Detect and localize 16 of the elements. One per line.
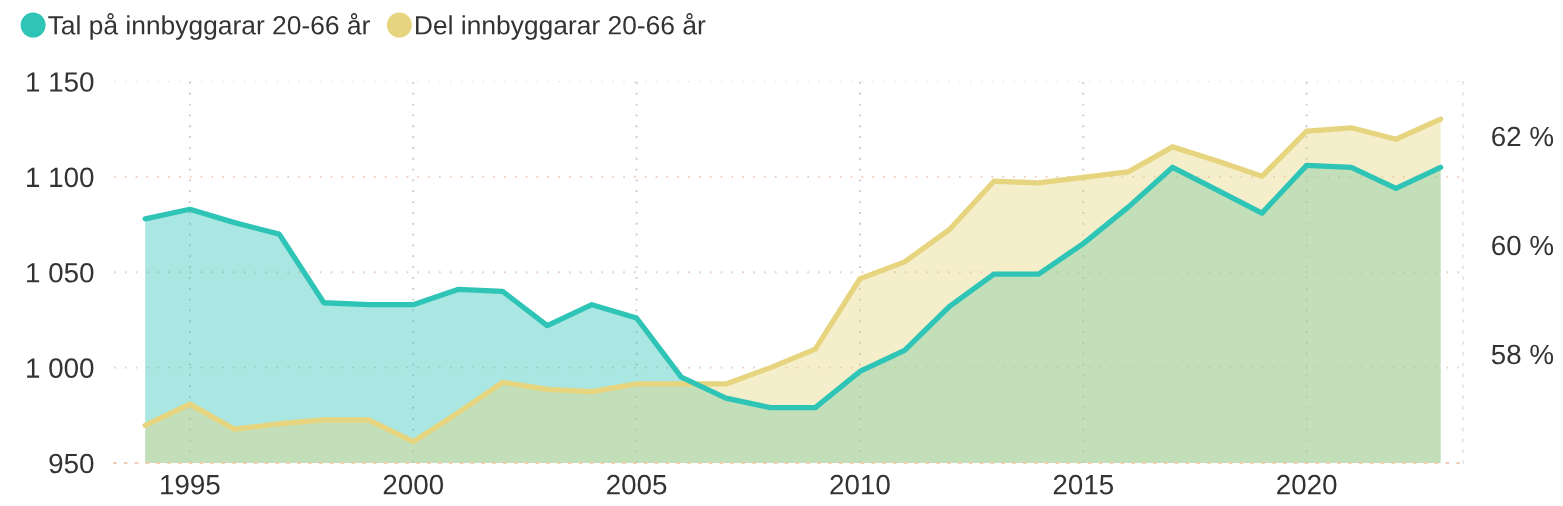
legend-label: Tal på innbyggarar 20-66 år (48, 13, 370, 40)
y-tick-label: 1 000 (27, 358, 94, 378)
y2-tick-label: 58 % (1491, 344, 1554, 365)
y-tick-label: 1 050 (27, 262, 94, 283)
legend-label: Del innbyggarar 20-66 år (416, 13, 706, 40)
x-tick-label: 2005 (607, 474, 667, 495)
x-tick-label: 2010 (830, 474, 890, 495)
y2-tick-label: 62 % (1492, 126, 1554, 147)
y-tick-label: 1 150 (27, 72, 94, 92)
x-tick-label: 2020 (1277, 474, 1337, 495)
x-tick-label: 1995 (161, 474, 220, 495)
y-tick-label: 1 100 (27, 167, 94, 188)
y2-tick-label: 60 % (1492, 235, 1554, 256)
x-tick-label: 2015 (1053, 474, 1114, 495)
y-tick-label: 950 (49, 453, 94, 474)
x-tick-label: 2000 (383, 474, 444, 495)
